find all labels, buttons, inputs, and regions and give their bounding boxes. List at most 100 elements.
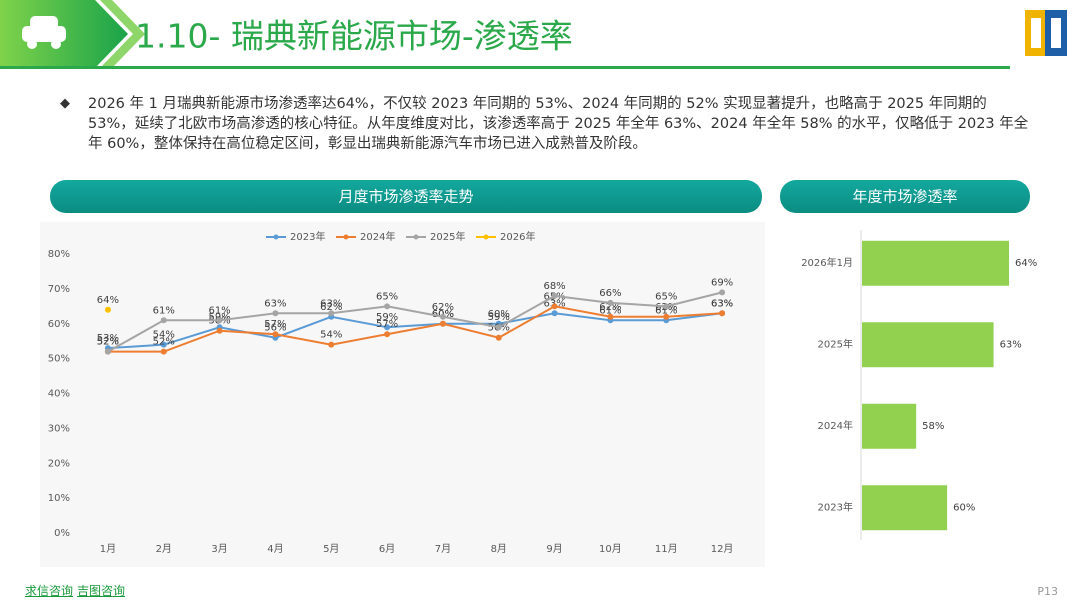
page-number: P13 [1037,585,1058,598]
footer-link[interactable]: 吉图咨询 [77,584,126,598]
legend-label: 2025年 [430,230,465,243]
data-label: 58% [922,421,944,432]
legend-label: 2024年 [360,230,395,243]
x-tick-label: 1月 [100,543,116,555]
data-label: 54% [320,330,342,341]
point [216,317,223,324]
data-label: 65% [376,291,398,302]
point [607,299,614,306]
footer: 求信咨询 吉图咨询 [25,582,129,599]
point [551,292,558,299]
data-label: 69% [711,277,733,288]
data-label: 61% [599,305,621,316]
x-tick-label: 9月 [546,543,562,555]
point [551,303,558,310]
data-label: 59% [488,312,510,323]
x-tick-label: 8月 [491,543,507,555]
y-tick-label: 2023年 [818,500,853,513]
bar [862,240,1010,286]
legend-swatch [273,234,279,240]
bullet: ◆ [60,96,70,111]
point [216,327,223,334]
data-label: 60% [953,502,975,513]
bar [862,403,917,449]
legend-label: 2023年 [290,230,325,243]
point [663,303,670,310]
data-label: 63% [1000,339,1022,350]
summary: 2026 年 1 月瑞典新能源市场渗透率达64%，不仅较 2023 年同期的 5… [88,96,1029,152]
point [551,310,558,317]
data-label: 57% [376,319,398,330]
y-tick-label: 50% [48,354,70,365]
point [495,334,502,341]
legend-swatch [413,234,419,240]
y-tick-label: 2026年1月 [801,256,853,269]
data-label: 68% [543,281,565,292]
point [160,348,167,355]
point [104,348,111,355]
y-tick-label: 30% [48,423,70,434]
point [328,341,335,348]
legend-label: 2026年 [500,230,535,243]
data-label: 61% [208,305,230,316]
series-line [107,291,723,353]
point [439,313,446,320]
x-tick-label: 4月 [267,543,283,555]
data-label: 63% [320,298,342,309]
data-label: 63% [711,298,733,309]
data-label: 59% [376,312,398,323]
point [719,289,726,296]
data-label: 60% [488,309,510,320]
y-tick-label: 10% [48,493,70,504]
y-tick-label: 0% [54,528,70,539]
line-panel [40,222,765,567]
point [328,310,335,317]
data-label: 66% [599,288,621,299]
data-label: 54% [153,330,175,341]
legend-swatch [343,234,349,240]
point [495,324,502,331]
bar [862,485,948,531]
car-icon [22,16,66,49]
header-chevron [100,0,145,68]
y-tick-label: 40% [48,389,70,400]
x-tick-label: 7月 [435,543,451,555]
point [160,317,167,324]
point [272,331,279,338]
x-tick-label: 6月 [379,543,395,555]
data-label: 61% [153,305,175,316]
data-label: 62% [320,302,342,313]
y-tick-label: 80% [48,249,70,260]
point [272,310,279,317]
header-rule [0,66,1010,69]
point [439,320,446,327]
y-tick-label: 60% [48,319,70,330]
x-tick-label: 2月 [156,543,172,555]
data-label: 53% [97,333,119,344]
point [607,313,614,320]
section-pill [780,180,1030,213]
data-label: 52% [97,337,119,348]
y-tick-label: 70% [48,284,70,295]
chart-title: 月度市场渗透率走势 [338,188,473,206]
point [104,306,111,313]
bar [862,322,994,368]
data-label: 63% [264,298,286,309]
legend-swatch [483,234,489,240]
point [384,303,391,310]
x-tick-label: 10月 [599,543,622,555]
data-label: 62% [432,302,454,313]
footer-link[interactable]: 求信咨询 [25,584,74,598]
data-label: 61% [655,305,677,316]
data-label: 56% [264,323,286,334]
point [719,310,726,317]
data-label: 65% [655,291,677,302]
y-tick-label: 2025年 [818,337,853,350]
data-label: 57% [264,319,286,330]
x-tick-label: 3月 [211,543,227,555]
series-line [107,305,723,353]
point [160,341,167,348]
data-label: 62% [599,302,621,313]
